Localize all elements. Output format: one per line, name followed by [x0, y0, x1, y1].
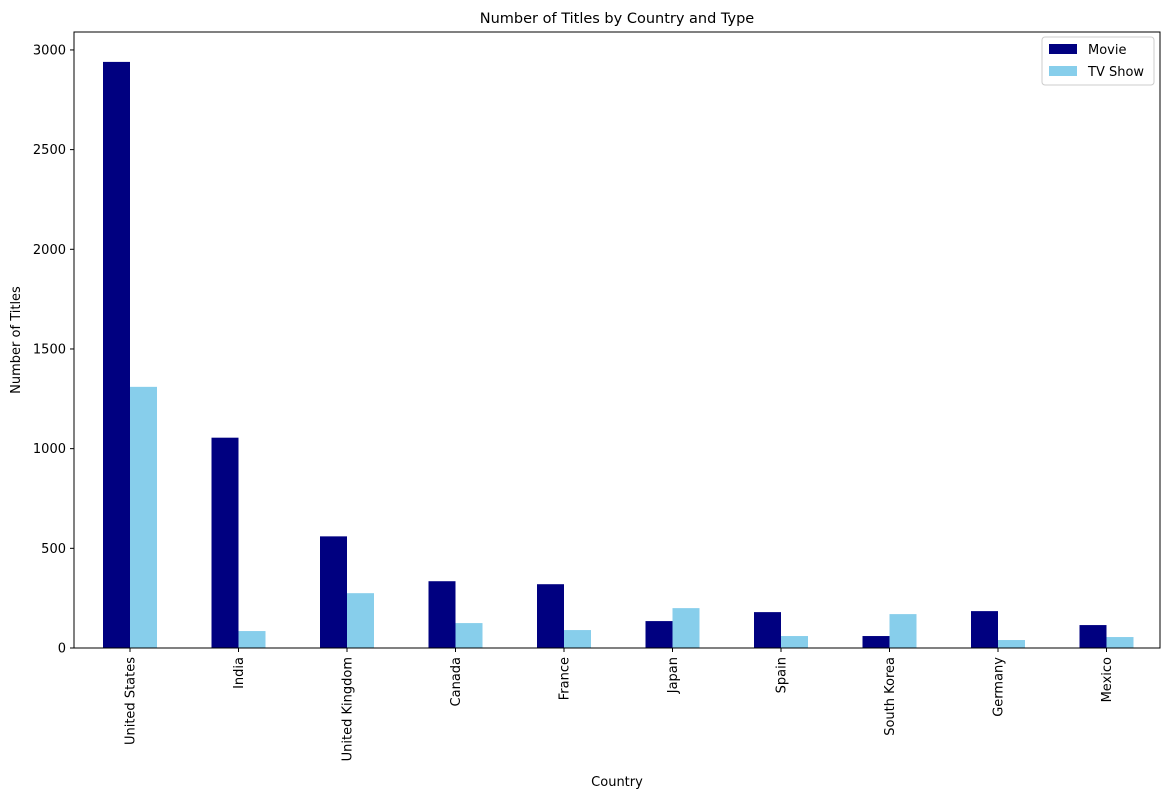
x-tick-label-japan: Japan	[666, 657, 681, 694]
legend-label-movie: Movie	[1088, 43, 1126, 58]
y-tick-label: 500	[41, 542, 66, 557]
x-tick-label-germany: Germany	[992, 657, 1007, 717]
bar-movie-germany	[971, 611, 998, 648]
bar-movie-united-kingdom	[320, 536, 347, 648]
bar-tv-show-united-states	[130, 386, 157, 648]
y-tick-label: 2500	[33, 143, 66, 158]
bar-movie-south-korea	[862, 636, 890, 648]
bar-tv-show-south-korea	[889, 614, 917, 648]
plot-frame	[73, 31, 1161, 649]
bar-movie-japan	[645, 621, 673, 648]
y-tick-label: 1000	[33, 442, 66, 457]
bar-tv-show-canada	[455, 623, 483, 648]
bar-movie-united-states	[103, 61, 130, 649]
x-tick-label-canada: Canada	[449, 657, 464, 706]
x-axis: United States India United Kingdom Canada Fr…	[124, 648, 1115, 761]
x-tick-label-united-kingdom: United Kingdom	[341, 657, 356, 761]
bar-movie-canada	[428, 581, 456, 648]
bar-tv-show-france	[564, 630, 591, 648]
bar-movie-india	[211, 437, 239, 648]
bar-tv-show-india	[238, 631, 266, 648]
y-tick-label: 3000	[33, 43, 66, 58]
x-axis-label: Country	[591, 775, 643, 790]
chart-title: Number of Titles by Country and Type	[480, 11, 755, 27]
legend-label-tv-show: TV Show	[1087, 65, 1144, 80]
y-axis: 0 500 1000 1500 2000 2500 3000	[33, 43, 74, 657]
bar-movie-france	[537, 584, 564, 648]
legend: Movie TV Show	[1041, 36, 1155, 86]
y-axis-label: Number of Titles	[9, 286, 24, 394]
y-tick-label: 2000	[33, 243, 66, 258]
y-tick-label: 1500	[33, 342, 66, 357]
x-tick-label-united-states: United States	[124, 657, 139, 745]
bar-tv-show-japan	[672, 608, 700, 648]
x-tick-label-france: France	[558, 657, 573, 700]
x-tick-label-spain: Spain	[775, 657, 790, 693]
legend-swatch-tv-show	[1049, 66, 1077, 76]
x-tick-label-india: India	[232, 657, 247, 689]
legend-swatch-movie	[1049, 44, 1077, 54]
x-tick-label-mexico: Mexico	[1100, 657, 1115, 702]
x-tick-label-south-korea: South Korea	[883, 657, 898, 736]
bar-tv-show-mexico	[1106, 637, 1134, 648]
bar-tv-show-germany	[998, 640, 1025, 648]
bar-tv-show-united-kingdom	[347, 593, 374, 648]
bar-movie-mexico	[1079, 625, 1107, 648]
bar-tv-show-spain	[781, 636, 808, 648]
bar-movie-spain	[754, 612, 781, 648]
y-tick-label: 0	[58, 642, 66, 657]
bars-group	[103, 61, 1134, 649]
